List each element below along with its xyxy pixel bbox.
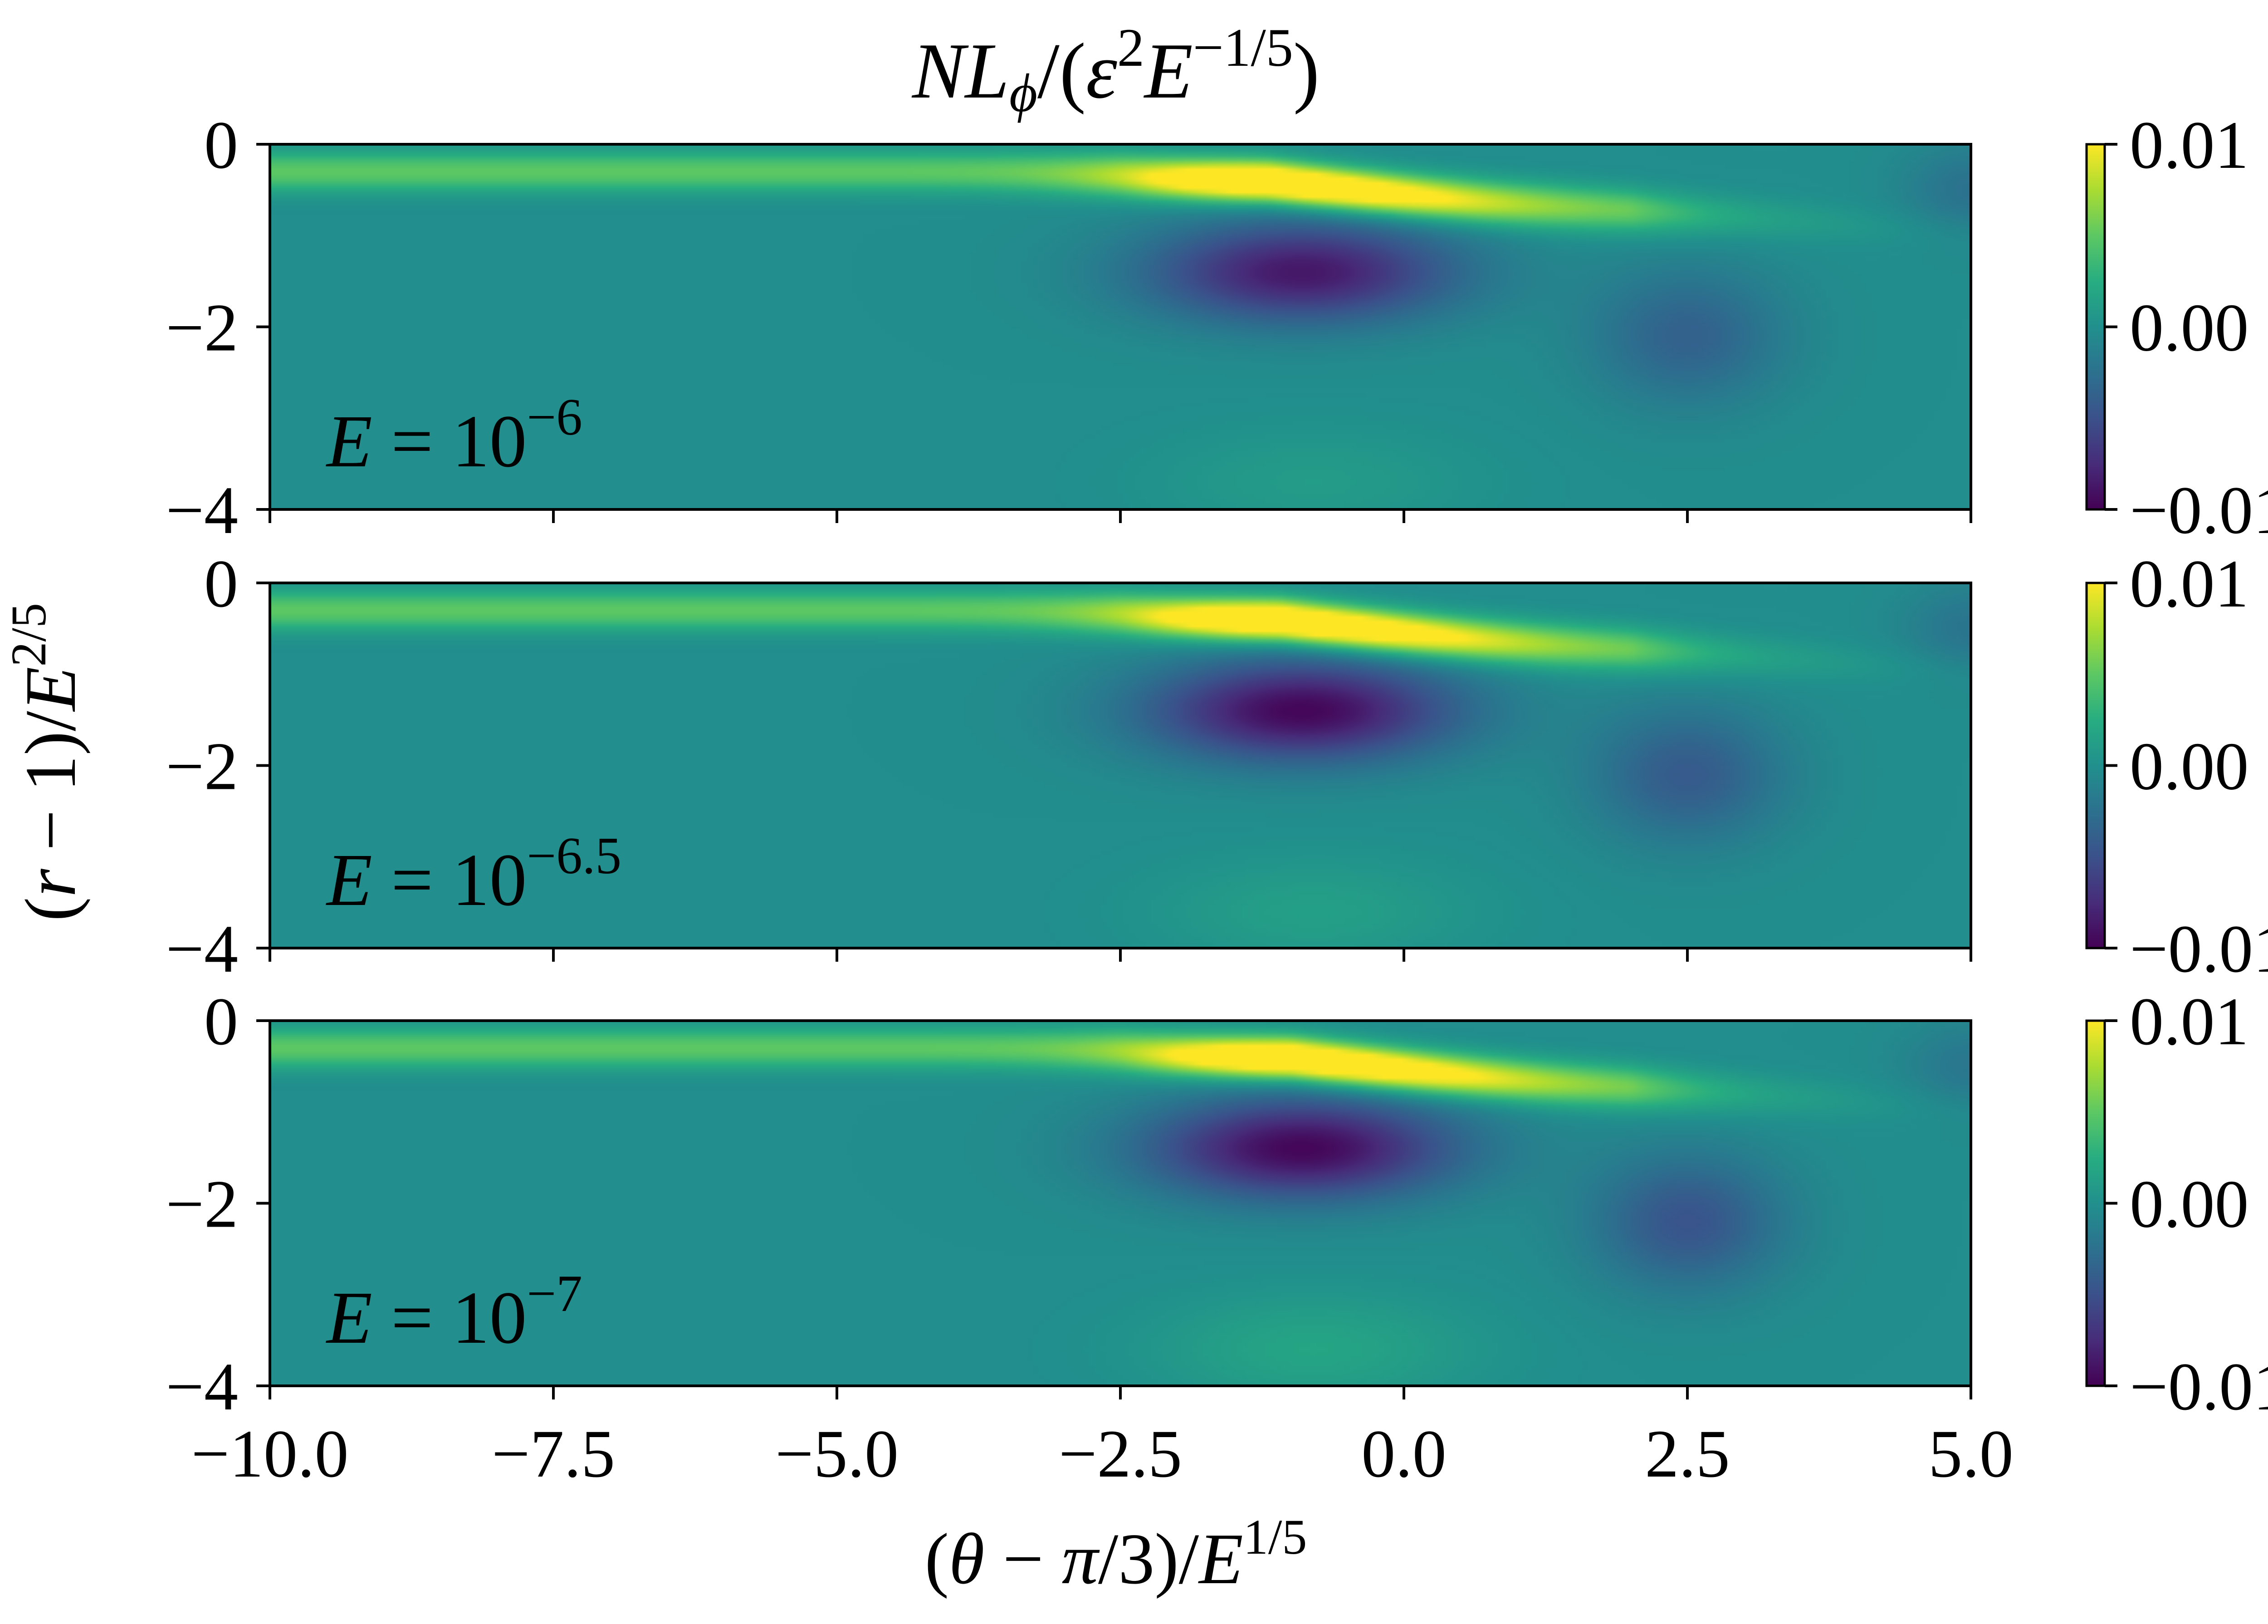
x-tick-label: −2.5: [1059, 1416, 1182, 1492]
colorbar-tick-label: 0.00: [2130, 1167, 2249, 1242]
colorbar: 0.01 0.00 −0.01: [2085, 108, 2268, 548]
colorbar-tick-label: 0.00: [2130, 729, 2249, 804]
colorbar-gradient: [2085, 143, 2106, 511]
colorbar: 0.01 0.00 −0.01: [2085, 546, 2268, 987]
colorbar-tick-label: −0.01: [2130, 911, 2268, 987]
y-tick-label: 0: [204, 108, 238, 183]
chart-title: NLϕ/(ε2E−1/5): [911, 17, 1320, 123]
heatmap-image: [270, 583, 1971, 948]
y-tick-label: −4: [166, 911, 238, 987]
heatmap-image: [270, 1021, 1971, 1386]
panel-3: 0 −2 −4−10.0 −7.5 −5.0 −2.5 0.0 2.5 5.0 E = 10−7 0…: [166, 984, 2268, 1492]
y-tick-label: −2: [166, 1167, 238, 1242]
colorbar: 0.01 0.00 −0.01: [2085, 984, 2268, 1424]
panel-annotation: E = 10−7: [326, 1265, 582, 1359]
colorbar-tick-label: 0.01: [2130, 108, 2249, 183]
x-tick-label: −10.0: [191, 1416, 348, 1492]
x-tick-label: 2.5: [1645, 1416, 1730, 1492]
colorbar-gradient: [2085, 1019, 2106, 1387]
y-tick-label: −2: [166, 290, 238, 366]
y-tick-label: 0: [204, 984, 238, 1059]
colorbar-tick-label: 0.00: [2130, 290, 2249, 366]
panel-annotation: E = 10−6.5: [326, 827, 621, 921]
x-axis-label: (θ − π/3)/E1/5: [925, 1509, 1307, 1599]
y-tick-label: −4: [166, 1349, 238, 1424]
panel-1: 0 −2 −4 E = 10−6 0.01 0.00 −0.01: [166, 108, 2268, 548]
panels-layer: 0−2−4E = 10−60.010.00−0.010−2−4E = 10−6.…: [166, 108, 2268, 1492]
colorbar-tick-label: 0.01: [2130, 984, 2249, 1059]
colorbar-tick-label: 0.01: [2130, 546, 2249, 621]
y-axis-label: (r − 1)/E2/5: [1, 603, 91, 921]
y-tick-label: 0: [204, 546, 238, 621]
x-tick-label: −5.0: [775, 1416, 899, 1492]
x-tick-label: −7.5: [492, 1416, 615, 1492]
heatmap-image: [270, 144, 1971, 509]
panel-2: 0 −2 −4 E = 10−6.5 0.01 0.00 −0.01: [166, 546, 2268, 987]
colorbar-gradient: [2085, 582, 2106, 949]
x-tick-label: 0.0: [1361, 1416, 1447, 1492]
x-tick-label: 5.0: [1928, 1416, 2014, 1492]
y-tick-label: −2: [166, 729, 238, 804]
panel-annotation: E = 10−6: [326, 388, 582, 483]
colorbar-tick-label: −0.01: [2130, 1349, 2268, 1424]
y-tick-label: −4: [166, 473, 238, 548]
colorbar-tick-label: −0.01: [2130, 473, 2268, 548]
